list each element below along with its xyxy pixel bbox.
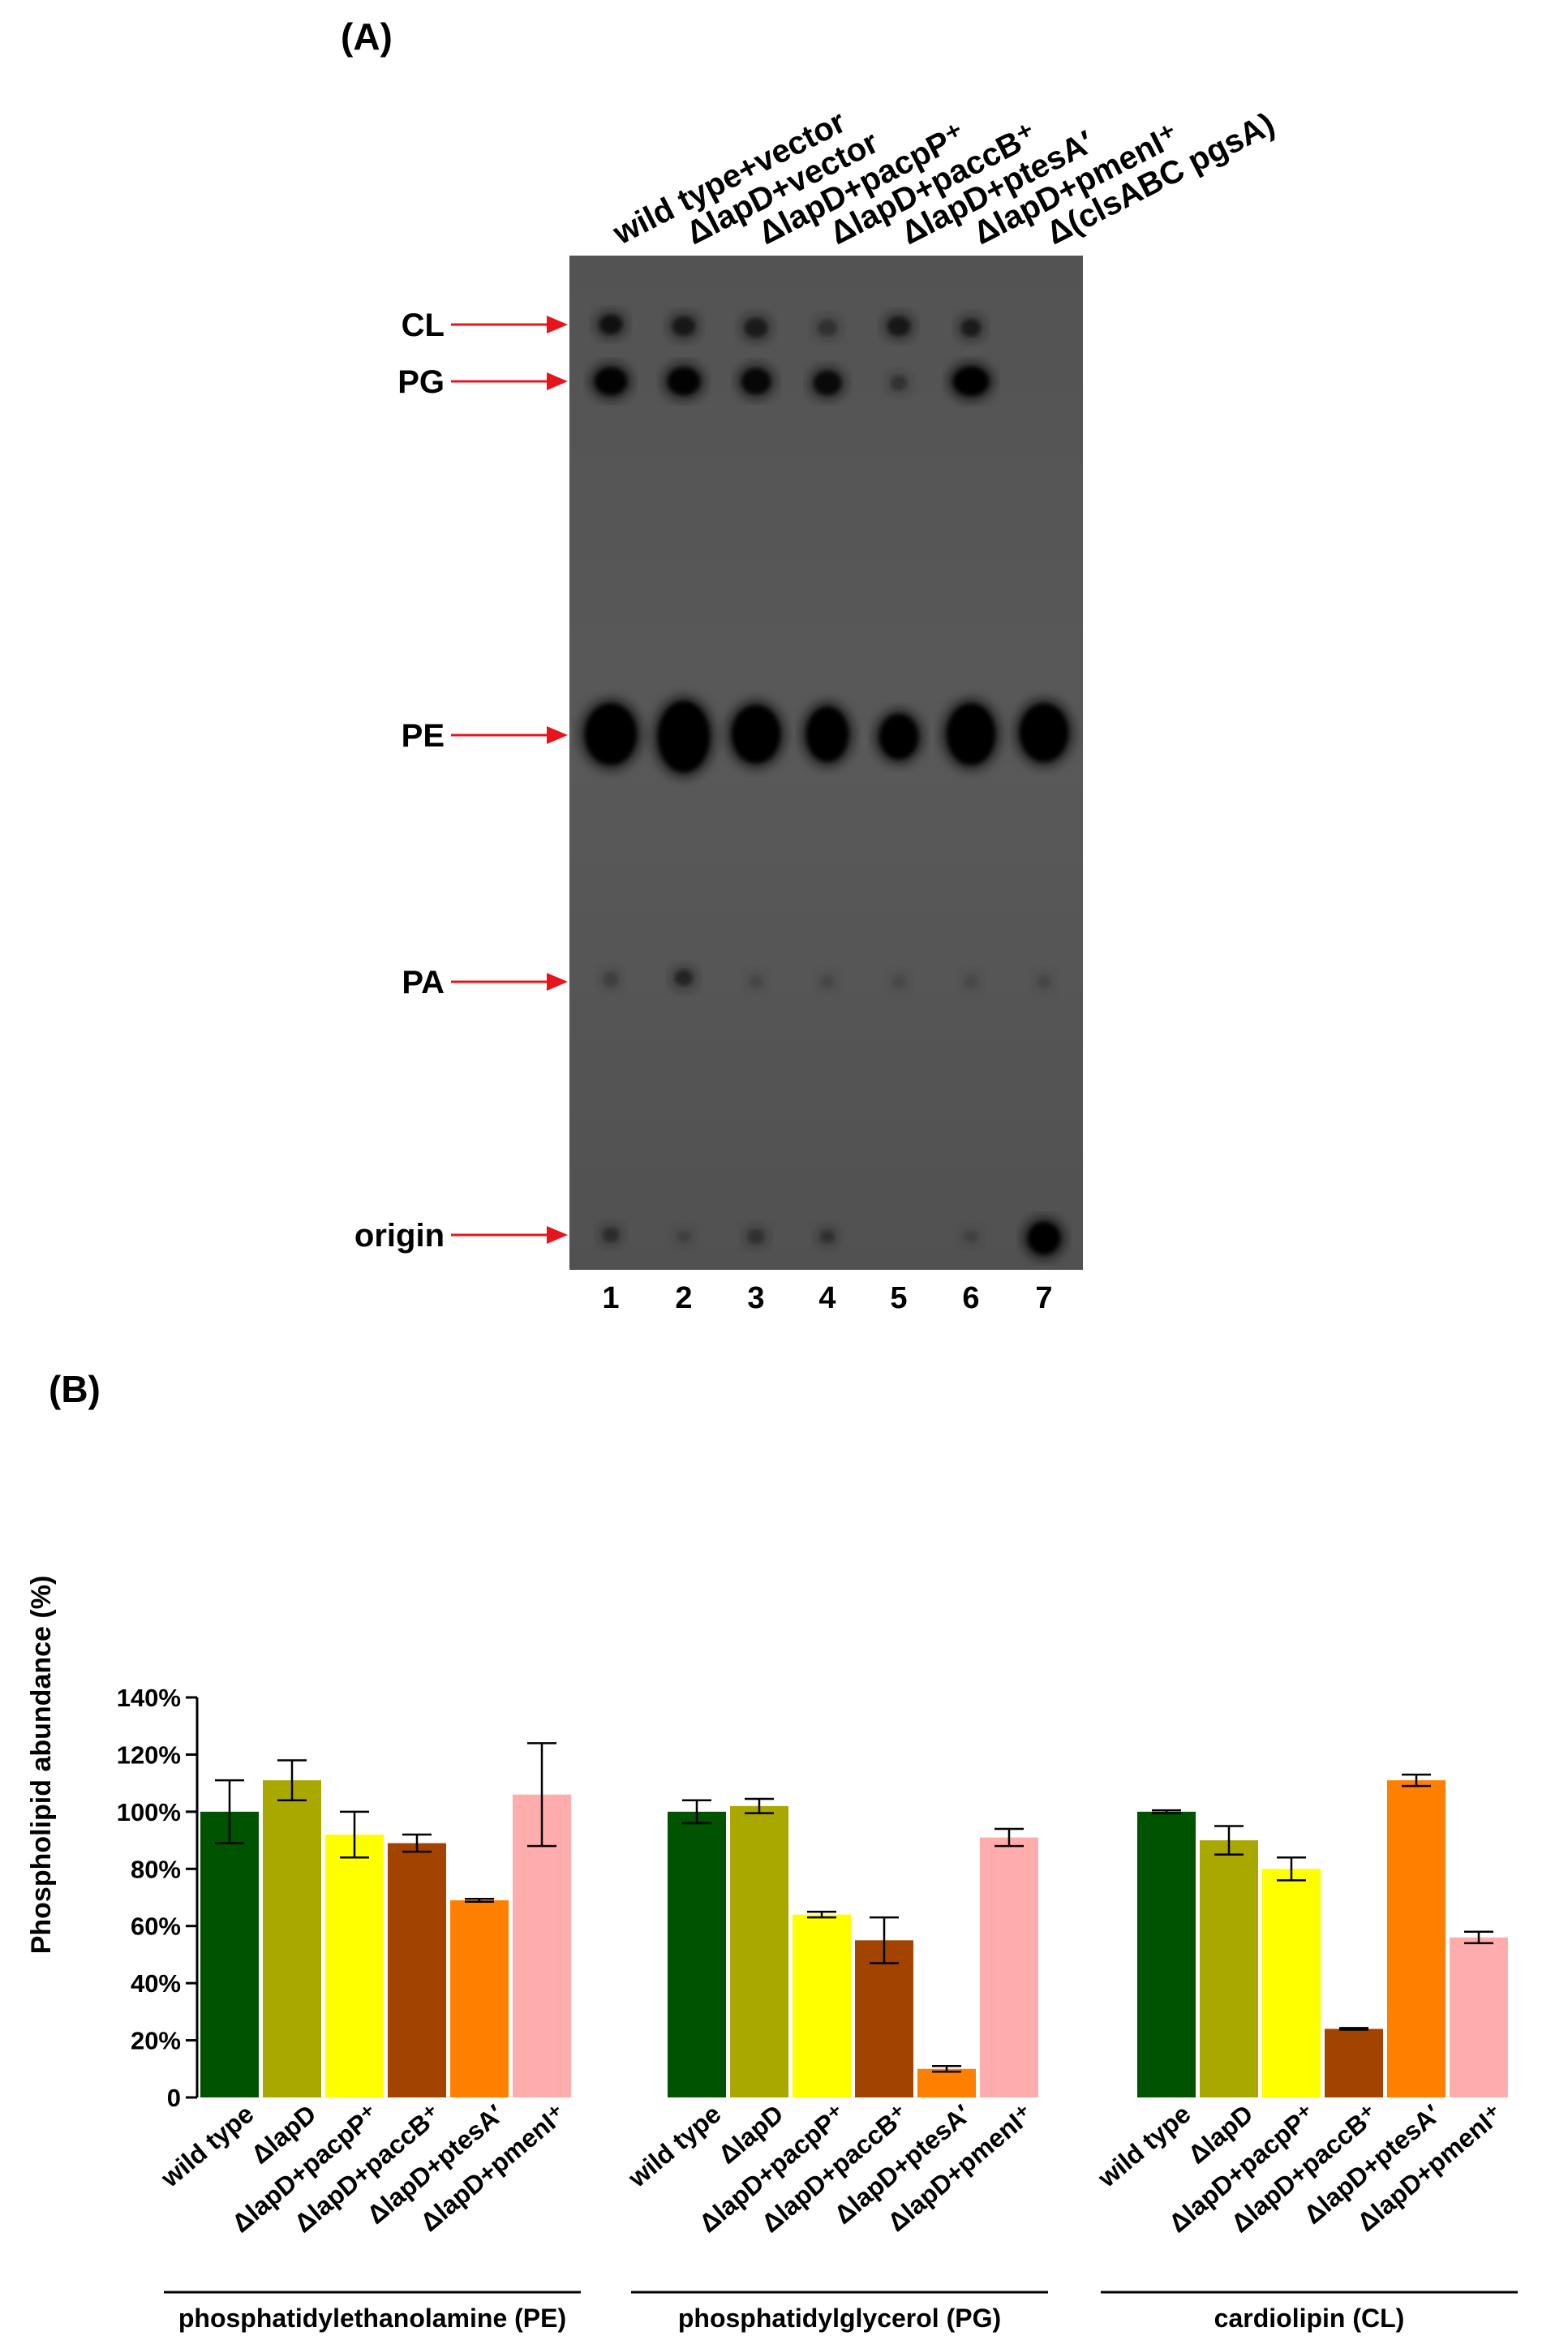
y-tick-label: 60% [131,1912,181,1941]
bar [263,1780,321,2097]
bar [1387,1780,1446,2097]
tlc-spot [672,316,695,336]
bar [325,1835,384,2097]
x-tick-label: wild type [155,2099,260,2193]
x-tick-labels: wild typeΔlapDΔlapD+pacpP⁺ΔlapD+paccB⁺Δl… [155,2099,1509,2239]
bar [200,1811,259,2097]
y-tick-label: 20% [131,2027,181,2055]
tlc-spot [1037,975,1050,988]
tlc-spot [964,1231,977,1242]
tlc-spot [658,701,710,772]
tlc-spot [947,703,995,765]
bar [1262,1869,1321,2097]
bar [793,1914,851,2097]
tlc-spot [599,315,622,334]
tlc-spot [806,707,848,762]
band-arrowhead [547,1226,568,1244]
tlc-spot [677,1231,690,1242]
group-label: cardiolipin (CL) [1214,2304,1405,2333]
tlc-spot [748,1229,764,1244]
band-label: origin [354,1218,445,1254]
tlc-spot [887,316,910,336]
y-axis-label: Phospholipid abundance (%) [26,1576,57,1955]
tlc-spot [892,975,905,988]
tlc-spot [1028,1222,1060,1254]
lane-labels: wild type+vectorΔlapD+vectorΔlapD+pacpP⁺… [607,104,1280,252]
tlc-spot [732,705,780,764]
lane-number: 2 [675,1281,692,1315]
bar [1450,1937,1508,2097]
group-label: phosphatidylglycerol (PG) [678,2304,1001,2333]
tlc-spot [821,975,834,988]
group-label: phosphatidylethanolamine (PE) [178,2304,566,2333]
tlc-spot [604,972,618,987]
tlc-spot [879,714,918,759]
bar [1200,1840,1258,2097]
bar-chart: 0 20% 40% 60% 80% 100% 120% 140% Phospholipid a… [26,1576,1518,2333]
lane-number: 3 [747,1281,764,1315]
panel-b-label: (B) [49,1368,101,1410]
tlc-spot [668,368,700,395]
band-label: PA [402,965,445,1000]
y-tick-label: 80% [131,1855,181,1883]
group-labels: phosphatidylethanolamine (PE) phosphatidy… [164,2291,1518,2333]
bar [388,1843,446,2097]
y-tick-label: 100% [117,1798,181,1826]
lane-number: 1 [602,1281,619,1315]
tlc-spot [1020,703,1068,762]
lane-numbers: 1 2 3 4 5 6 7 [602,1281,1052,1315]
lane-number: 6 [962,1281,979,1315]
y-tick-label: 140% [117,1684,181,1712]
tlc-spot [818,320,837,336]
band-arrowhead [547,316,568,333]
tlc-spot [750,975,763,988]
panel-a-label: (A) [341,15,393,58]
tlc-spot [741,368,771,394]
tlc-spot [820,1230,835,1243]
band-label: PE [402,718,445,754]
bar [855,1940,913,2097]
bar [980,1837,1038,2097]
tlc-spot [745,318,767,338]
tlc-spot [961,319,981,337]
band-arrowhead [547,973,568,991]
y-axis: 0 20% 40% 60% 80% 100% 120% 140% [117,1684,199,2112]
tlc-spot [964,975,977,988]
band-arrowhead [547,726,568,744]
bar [1325,2028,1383,2097]
lane-number: 5 [890,1281,907,1315]
tlc-spots [578,308,1075,1261]
tlc-spot [675,970,693,986]
tlc-spot [953,367,989,396]
bar [668,1811,726,2097]
y-tick-label: 0 [167,2084,181,2112]
tlc-spot [814,371,841,395]
y-tick-label: 120% [117,1740,181,1769]
band-label: CL [402,308,445,343]
tlc-spot [891,376,907,390]
x-tick-label: wild type [622,2099,727,2193]
tlc-spot [603,1228,619,1242]
tlc-spot [595,368,627,395]
band-arrowhead [547,372,568,390]
band-label: PG [397,364,445,400]
tlc-panel: wild type+vectorΔlapD+vectorΔlapD+pacpP⁺… [354,104,1280,1315]
bar [917,2068,976,2097]
bar [730,1805,788,2097]
bar [1137,1811,1196,2097]
lane-number: 7 [1035,1281,1052,1315]
y-tick-label: 40% [131,1969,181,1998]
tlc-spot [585,703,637,765]
lane-number: 4 [818,1281,836,1315]
bars [200,1742,1508,2097]
bar [450,1900,509,2097]
band-labels: CL PG PE PA origin [354,308,568,1254]
x-tick-label: wild type [1092,2099,1196,2193]
